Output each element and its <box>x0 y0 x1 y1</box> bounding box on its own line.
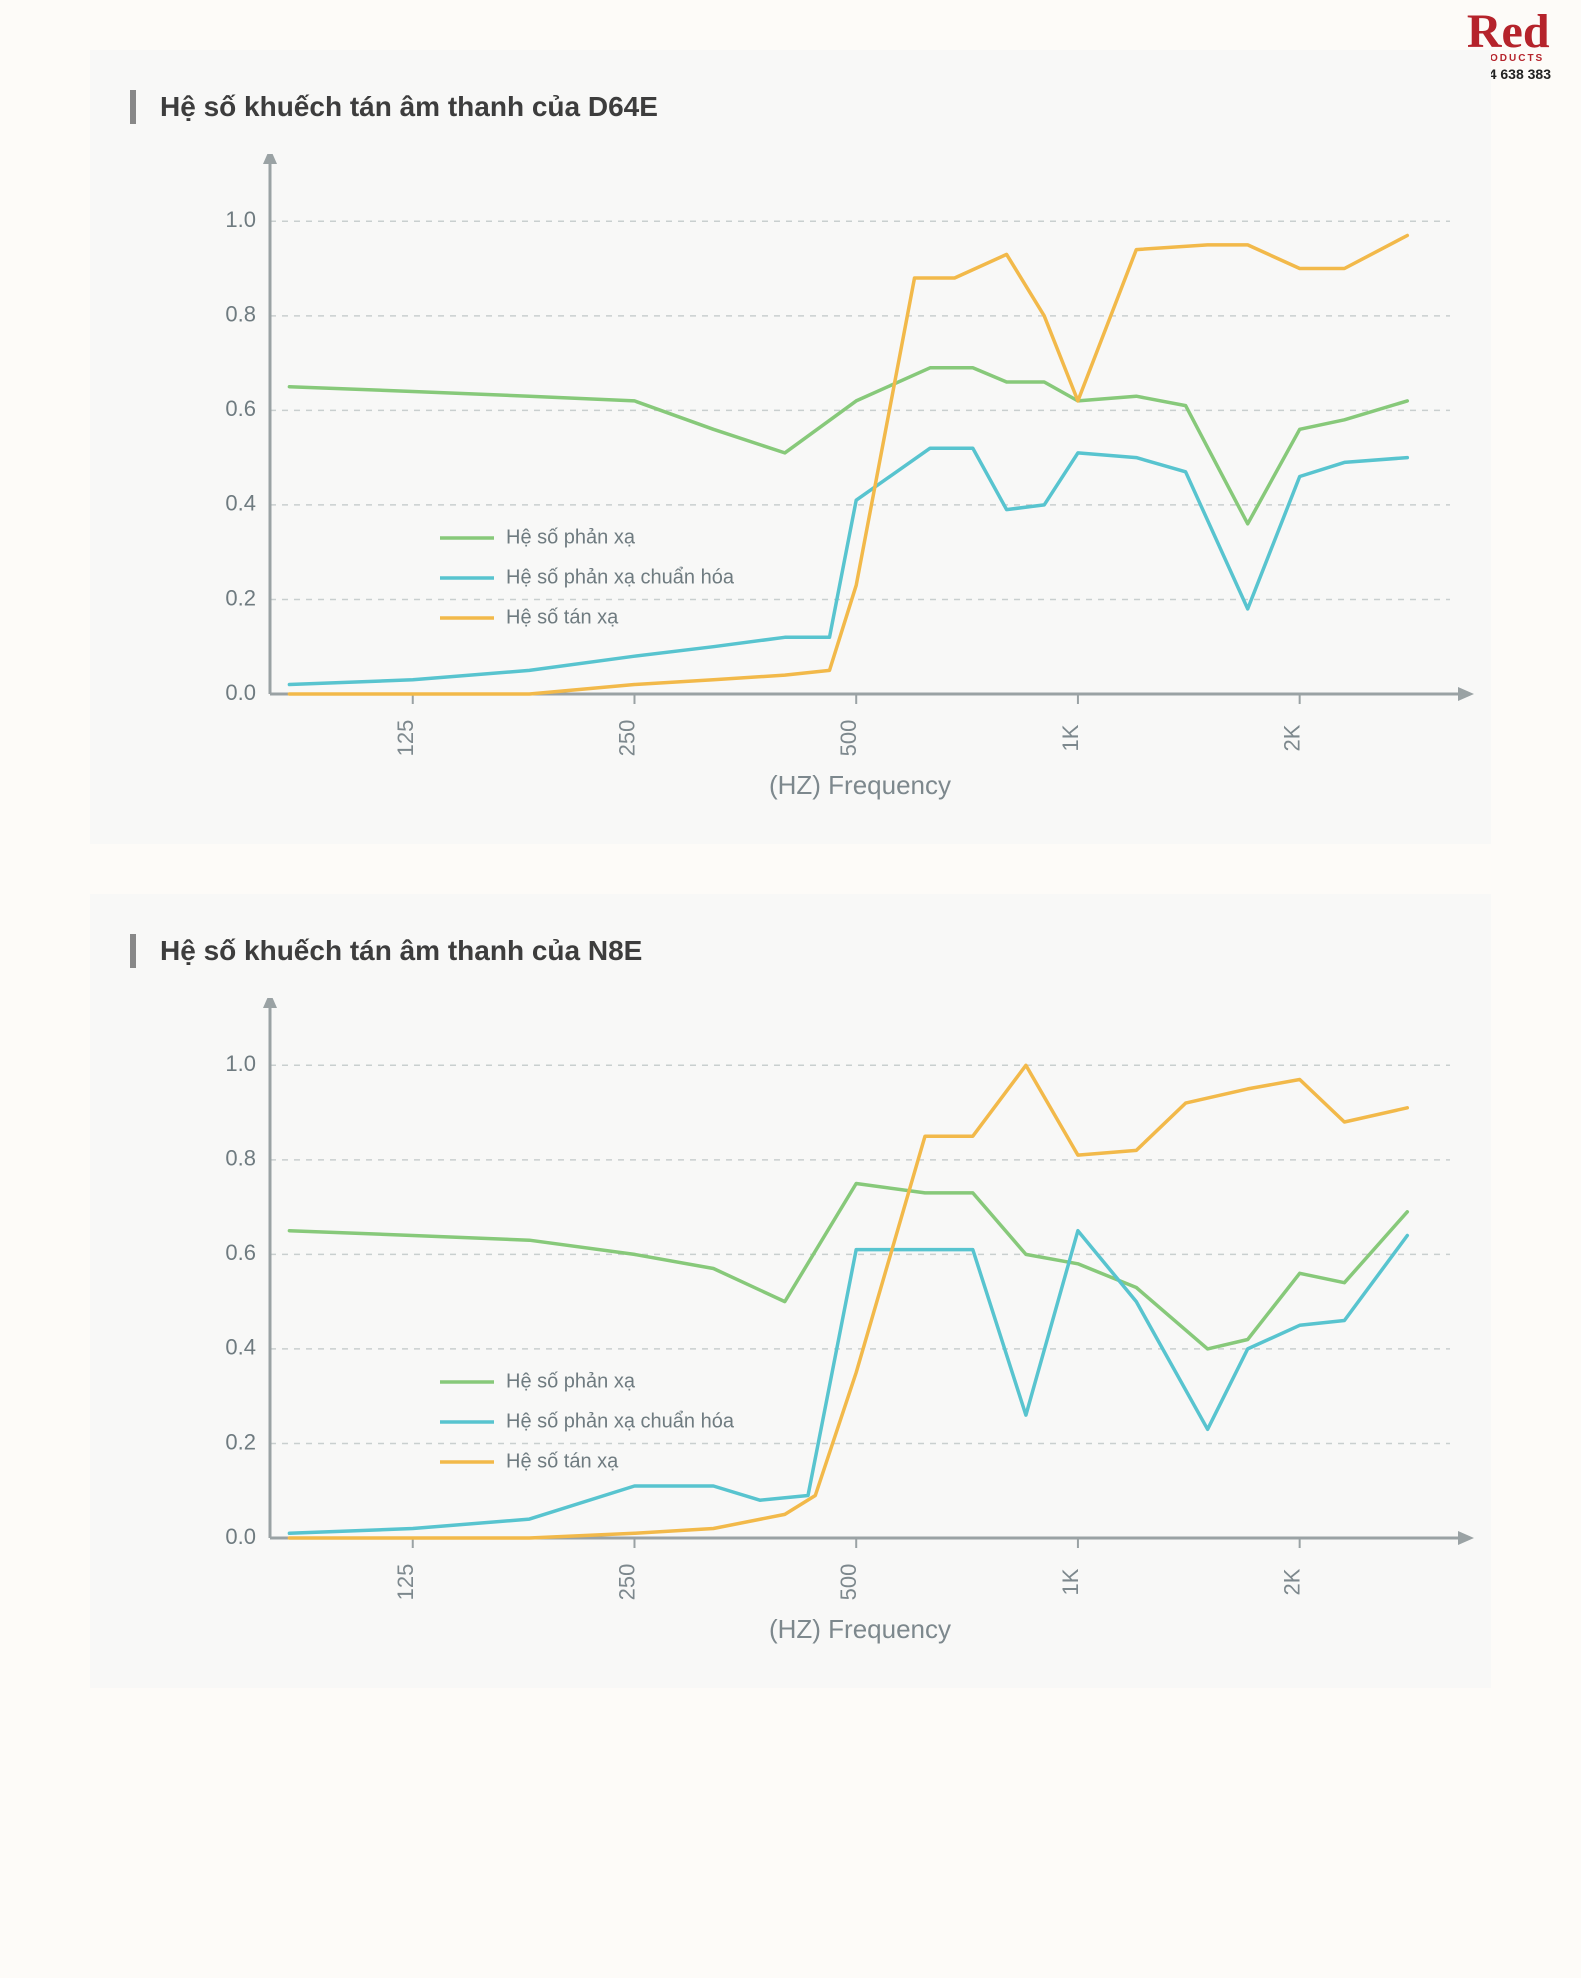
x-tick-label: 500 <box>836 720 861 757</box>
y-tick-label: 0.0 <box>225 680 256 705</box>
y-tick-label: 1.0 <box>225 207 256 232</box>
chart-plot: 0.0 0.2 0.4 0.6 0.8 1.0 125 250 500 1K 2K (HZ) Freq… <box>180 998 1451 1658</box>
legend-label: Hệ số tán xạ <box>506 1450 619 1472</box>
series-green <box>289 1184 1407 1349</box>
x-tick-label: 2K <box>1280 1568 1305 1595</box>
y-tick-label: 0.2 <box>225 585 256 610</box>
logo-text: Red <box>1465 10 1551 53</box>
legend: Hệ số phản xạ Hệ số phản xạ chuẩn hóa Hệ s… <box>440 1370 735 1472</box>
chart-title: Hệ số khuếch tán âm thanh của N8E <box>160 935 642 967</box>
title-accent-bar <box>130 90 136 124</box>
chart-plot: 0.0 0.2 0.4 0.6 0.8 1.0 125 250 500 1K 2K (HZ) Freq… <box>180 154 1451 814</box>
chart-title: Hệ số khuếch tán âm thanh của D64E <box>160 91 658 123</box>
y-tick-label: 1.0 <box>225 1051 256 1076</box>
x-tick-label: 500 <box>836 1564 861 1601</box>
x-tick-label: 250 <box>614 1564 639 1601</box>
x-tick-label: 2K <box>1280 724 1305 751</box>
y-tick-label: 0.0 <box>225 1524 256 1549</box>
x-tick-label: 125 <box>393 720 418 757</box>
series-orange <box>289 1065 1407 1538</box>
x-axis-title: (HZ) Frequency <box>769 770 951 800</box>
x-tick-label: 1K <box>1058 724 1083 751</box>
chart-panel: Hệ số khuếch tán âm thanh của N8E 0.0 0.2… <box>90 894 1491 1688</box>
series-orange <box>289 236 1407 695</box>
y-tick-label: 0.6 <box>225 1240 256 1265</box>
y-tick-label: 0.6 <box>225 396 256 421</box>
y-tick-label: 0.4 <box>225 491 256 516</box>
y-tick-label: 0.2 <box>225 1429 256 1454</box>
legend-label: Hệ số phản xạ chuẩn hóa <box>506 1410 735 1432</box>
y-tick-label: 0.4 <box>225 1335 256 1360</box>
y-tick-label: 0.8 <box>225 1146 256 1171</box>
x-tick-label: 1K <box>1058 1568 1083 1595</box>
chart-panel: Hệ số khuếch tán âm thanh của D64E 0.00.… <box>90 50 1491 844</box>
x-tick-label: 125 <box>393 1564 418 1601</box>
legend-label: Hệ số phản xạ <box>506 526 636 548</box>
legend: Hệ số phản xạ Hệ số phản xạ chuẩn hóa Hệ s… <box>440 526 735 628</box>
title-accent-bar <box>130 934 136 968</box>
legend-label: Hệ số phản xạ chuẩn hóa <box>506 566 735 588</box>
legend-label: Hệ số phản xạ <box>506 1370 636 1392</box>
y-tick-label: 0.8 <box>225 302 256 327</box>
series-green <box>289 368 1407 524</box>
x-axis-title: (HZ) Frequency <box>769 1614 951 1644</box>
legend-label: Hệ số tán xạ <box>506 606 619 628</box>
x-tick-label: 250 <box>614 720 639 757</box>
series-teal <box>289 448 1407 684</box>
